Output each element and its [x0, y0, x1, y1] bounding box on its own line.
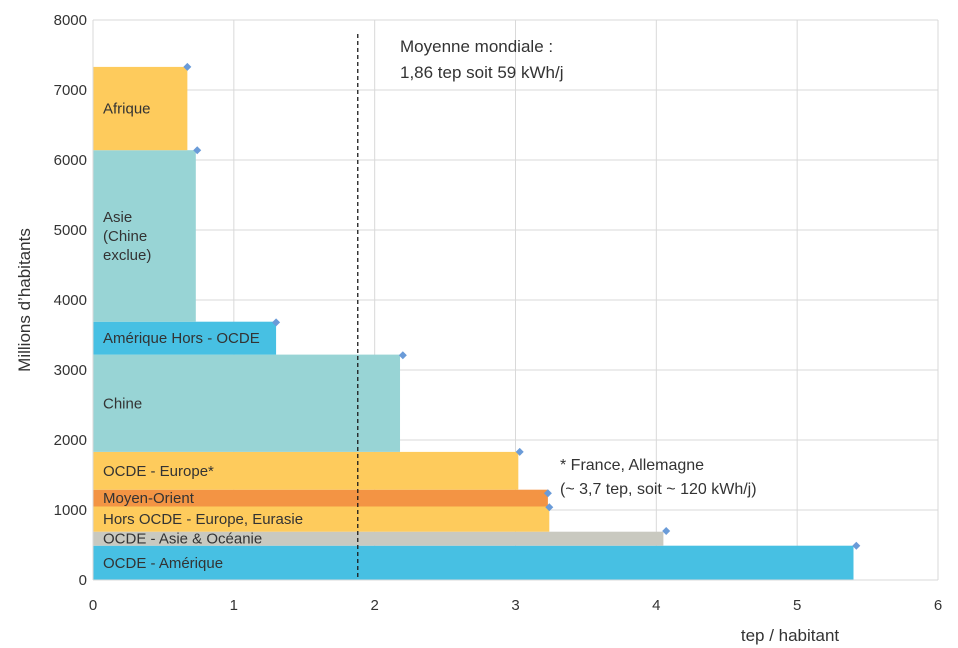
note-annotation-line1: * France, Allemagne [560, 457, 704, 474]
marker-3 [543, 489, 552, 498]
marker-6 [272, 318, 281, 327]
x-tick-label-4: 4 [652, 597, 660, 614]
bar-4 [93, 451, 519, 490]
bar-label-7-2: exclue) [103, 247, 151, 264]
note-annotation-line2: (~ 3,7 tep, soit ~ 120 kWh/j) [560, 481, 757, 498]
bar-label-7-0: Asie [103, 209, 132, 226]
mean-annotation-line1: Moyenne mondiale : [400, 37, 553, 56]
marker-0 [852, 541, 861, 550]
bar-5 [93, 354, 401, 452]
bar-1 [93, 531, 664, 546]
grid-lines [93, 19, 939, 580]
marker-1 [662, 527, 671, 535]
x-tick-label-0: 0 [89, 597, 97, 614]
y-tick-label-3: 3000 [54, 362, 87, 379]
y-tick-label-8: 8000 [54, 12, 87, 29]
x-tick-label-2: 2 [370, 597, 378, 614]
x-tick-label-1: 1 [230, 597, 238, 614]
bar-3 [93, 489, 548, 507]
x-tick-label-5: 5 [793, 597, 801, 614]
y-tick-label-4: 4000 [54, 292, 87, 309]
bar-7 [93, 150, 196, 322]
bar-labels: OCDE - Amérique OCDE - Asie & Océanie Hors… [103, 101, 303, 572]
bar-label-1-0: OCDE - Asie & Océanie [103, 531, 262, 548]
y-tick-label-2: 2000 [54, 432, 87, 449]
bar-8 [93, 66, 188, 151]
mean-annotation-line2: 1,86 tep soit 59 kWh/j [400, 63, 563, 82]
bar-label-3-0: Moyen-Orient [103, 490, 195, 507]
y-tick-label-5: 5000 [54, 222, 87, 239]
bar-label-4-0: OCDE - Europe* [103, 463, 214, 480]
markers [183, 62, 861, 550]
y-axis-title: Millions d’habitants [15, 228, 34, 372]
tick-labels: 0 1 2 3 4 5 6 0 1000 2000 3000 4000 5000 6000 7000 8000 [54, 12, 943, 614]
marker-4 [515, 447, 524, 456]
marker-7 [193, 146, 202, 155]
bar-label-6-0: Amérique Hors - OCDE [103, 330, 260, 347]
bar-label-8-0: Afrique [103, 101, 151, 118]
axes [92, 20, 938, 581]
y-tick-label-0: 0 [79, 572, 87, 589]
x-tick-label-6: 6 [934, 597, 942, 614]
marker-8 [183, 62, 192, 71]
bar-label-5-0: Chine [103, 395, 142, 412]
bar-label-7-1: (Chine [103, 228, 147, 245]
y-tick-label-6: 6000 [54, 152, 87, 169]
marker-2 [545, 503, 554, 512]
bar-label-2-0: Hors OCDE - Europe, Eurasie [103, 511, 303, 528]
y-tick-label-7: 7000 [54, 82, 87, 99]
marker-5 [398, 351, 407, 360]
bars [93, 66, 854, 580]
bar-0 [93, 545, 854, 580]
x-axis-title: tep / habitant [741, 626, 840, 645]
x-tick-label-3: 3 [511, 597, 519, 614]
bar-6 [93, 321, 277, 355]
bar-label-0-0: OCDE - Amérique [103, 555, 223, 572]
y-tick-label-1: 1000 [54, 502, 87, 519]
bar-2 [93, 506, 550, 532]
